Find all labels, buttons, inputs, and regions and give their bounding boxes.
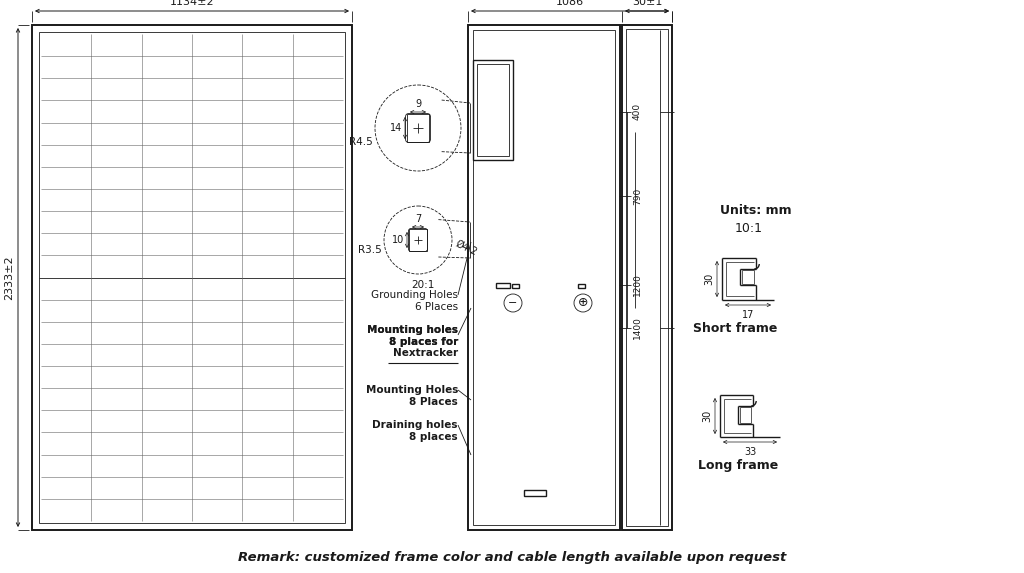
Text: Units: mm: Units: mm xyxy=(720,203,792,217)
Bar xyxy=(622,25,672,530)
Bar xyxy=(496,283,510,288)
Text: 30: 30 xyxy=(702,410,712,422)
Text: 2333±2: 2333±2 xyxy=(4,255,14,300)
Text: ⊕: ⊕ xyxy=(578,296,588,309)
Text: −: − xyxy=(508,298,518,308)
Text: Ø4.2: Ø4.2 xyxy=(454,238,479,257)
Text: R3.5: R3.5 xyxy=(358,245,382,255)
Text: 9: 9 xyxy=(415,99,421,109)
Bar xyxy=(512,284,519,288)
Bar xyxy=(409,229,427,251)
Text: 1400: 1400 xyxy=(633,317,642,339)
Bar xyxy=(39,32,345,523)
Bar xyxy=(32,25,352,530)
Text: 1134±2: 1134±2 xyxy=(170,0,214,7)
Bar xyxy=(477,64,509,156)
Text: Mounting Holes
8 Places: Mounting Holes 8 Places xyxy=(366,385,458,407)
Bar xyxy=(473,30,615,525)
Text: Draining holes
8 places: Draining holes 8 places xyxy=(373,420,458,442)
Text: 1086: 1086 xyxy=(556,0,584,7)
Bar xyxy=(468,25,620,530)
Text: 7: 7 xyxy=(415,214,421,224)
Bar xyxy=(524,490,546,496)
Text: 1200: 1200 xyxy=(633,273,642,296)
Text: Long frame: Long frame xyxy=(698,459,778,472)
Text: 400: 400 xyxy=(633,103,642,120)
Text: 20:1: 20:1 xyxy=(412,280,434,290)
Text: Mounting holes
8 places for
Nextracker: Mounting holes 8 places for Nextracker xyxy=(367,325,458,358)
Text: 790: 790 xyxy=(633,187,642,205)
Text: Mounting holes
8 places for: Mounting holes 8 places for xyxy=(367,325,458,358)
Text: 10:1: 10:1 xyxy=(735,222,763,234)
Text: Grounding Holes
6 Places: Grounding Holes 6 Places xyxy=(371,290,458,312)
Text: 30: 30 xyxy=(705,273,714,285)
Text: R4.5: R4.5 xyxy=(349,137,373,147)
Text: 17: 17 xyxy=(741,310,755,320)
Text: Remark: customized frame color and cable length available upon request: Remark: customized frame color and cable… xyxy=(238,551,786,564)
Bar xyxy=(407,114,429,142)
Text: 10: 10 xyxy=(392,235,404,245)
Bar xyxy=(473,60,513,160)
Bar xyxy=(626,29,668,526)
Text: 30±1: 30±1 xyxy=(632,0,663,7)
Text: 14: 14 xyxy=(390,123,402,133)
Text: 33: 33 xyxy=(743,447,756,457)
Text: Short frame: Short frame xyxy=(693,322,777,335)
Bar xyxy=(578,284,585,288)
